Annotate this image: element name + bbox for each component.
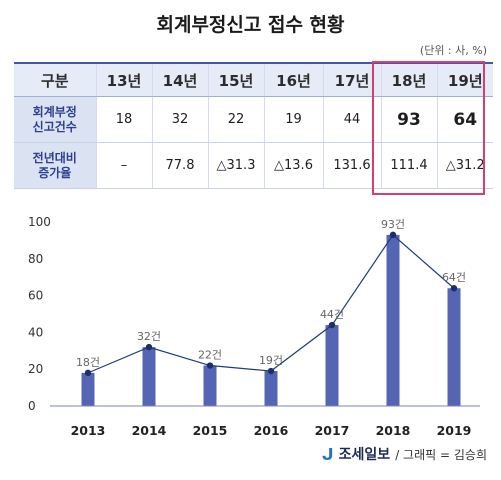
table-cell: 44 [322,96,381,143]
table-header-cell: 구분 [14,62,96,97]
table-cell: – [95,142,152,189]
data-label: 18건 [76,356,100,369]
row-label: 전년대비 증가율 [14,142,96,189]
bar [203,365,217,406]
chart-title: 회계부정신고 접수 현황 [156,14,345,36]
table-header-row: 구분 13년 14년 15년 16년 17년 18년 19년 [14,62,493,97]
table-cell: 131.6 [322,142,381,189]
table-row: 전년대비 증가율 – 77.8 △31.3 △13.6 131.6 111.4 … [14,142,493,189]
table-cell: 22 [207,96,264,143]
row-label-line: 전년대비 [32,150,77,165]
x-tick-label: 2017 [315,423,350,438]
data-label: 22건 [198,349,222,362]
x-axis: 2013 2014 2015 2016 2017 2018 2019 [50,405,480,438]
summary-table: 구분 13년 14년 15년 16년 17년 18년 19년 회계부정 신고건수… [14,62,493,189]
line-series [84,231,458,377]
bar [142,347,156,406]
data-label: 44건 [320,308,344,321]
table-cell: △31.3 [207,142,264,189]
x-tick-label: 2014 [132,423,167,438]
table-header-cell: 13년 [95,62,152,97]
bar-series [81,234,461,406]
table-cell: 93 [380,96,437,143]
y-tick-label: 0 [28,399,36,413]
table-row: 회계부정 신고건수 18 32 22 19 44 93 64 [14,96,493,143]
table-header-cell: 16년 [263,62,323,97]
brand-name: 조세일보 [338,447,391,463]
unit-note: (단위 : 사, %) [419,44,487,57]
table-cell: 32 [151,96,208,143]
y-tick-label: 100 [28,215,51,229]
data-label: 64건 [442,271,466,284]
table-cell: 77.8 [151,142,208,189]
bar [81,372,95,406]
data-label: 32건 [137,330,161,343]
table-cell: △13.6 [263,142,323,189]
x-tick-label: 2015 [193,423,228,438]
table-cell: 64 [436,96,493,143]
line-point [84,369,92,377]
table-cell: 19 [263,96,323,143]
line-point [450,285,458,292]
table-cell: 18 [95,96,152,143]
table-cell: △31.2 [436,142,493,189]
x-tick-label: 2018 [376,423,411,438]
table-header-cell: 19년 [436,62,493,97]
x-tick-label: 2013 [71,423,106,438]
table-cell: 111.4 [380,142,437,189]
data-label: 93건 [381,218,405,231]
line-point [267,367,275,375]
x-tick-label: 2016 [254,423,289,438]
footer-credit: ᒍ 조세일보 / 그래픽 = 김승희 [322,444,487,464]
graphic-credit: / 그래픽 = 김승희 [395,447,487,462]
table-header-cell: 17년 [322,62,381,97]
bar [386,234,400,406]
y-axis: 0 20 40 60 80 100 [28,215,51,413]
data-label: 19건 [259,354,283,367]
line-point [145,343,153,351]
table-header-cell: 14년 [151,62,208,97]
line-point [206,362,214,369]
row-label-line: 신고건수 [32,119,77,134]
x-tick-label: 2019 [437,423,472,438]
y-tick-label: 20 [28,362,43,376]
bar [264,371,278,406]
table-header-cell: 18년 [380,62,437,97]
table-header-cell: 15년 [207,62,264,97]
row-label: 회계부정 신고건수 [14,96,96,143]
bar [447,288,461,406]
y-tick-label: 80 [28,252,43,266]
data-labels: 18건 32건 22건 19건 44건 93건 64건 [76,218,466,369]
brand-swoosh-icon: ᒍ [321,444,334,464]
row-label-line: 회계부정 [32,104,77,119]
row-label-line: 증가율 [38,165,72,180]
line-point [389,231,397,239]
line-point [328,321,336,329]
y-tick-label: 60 [28,289,43,303]
y-tick-label: 40 [28,325,43,339]
bar [325,325,339,406]
